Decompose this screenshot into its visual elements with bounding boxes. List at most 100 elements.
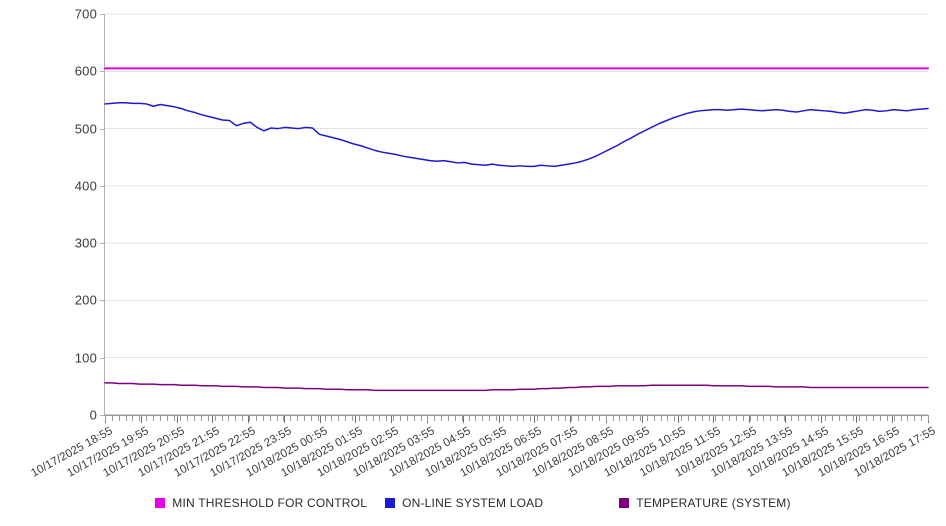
x-minor-tick [303,416,305,421]
x-minor-tick [585,416,587,421]
x-major-tick [355,416,357,423]
x-minor-tick [605,416,607,421]
x-minor-tick [283,416,285,421]
x-tick-label: 10/18/2025 01:55 [279,425,366,480]
x-minor-tick [434,416,436,421]
x-minor-tick [447,416,449,421]
x-minor-tick [845,416,847,421]
series-lines [104,67,929,392]
x-tick-label: 10/18/2025 00:55 [243,425,330,480]
x-major-tick [319,416,321,423]
x-minor-tick [146,416,148,421]
x-minor-tick [633,416,635,421]
legend-item-min-threshold[interactable]: MIN THRESHOLD FOR CONTROL [155,496,367,510]
x-minor-tick [646,416,648,421]
x-major-tick [176,416,178,423]
x-tick-label: 10/18/2025 13:55 [709,425,795,480]
x-major-tick [677,416,679,423]
x-major-tick [391,416,393,423]
x-minor-tick [495,416,497,421]
x-minor-tick [811,416,813,421]
y-tick-label: 500 [74,121,97,137]
x-minor-tick [859,416,861,421]
x-minor-tick [804,416,806,421]
x-minor-tick [825,416,827,421]
x-minor-tick [201,416,202,421]
x-minor-tick [297,416,298,421]
y-tick-mark [100,358,105,359]
x-minor-tick [269,416,271,421]
x-minor-tick [928,416,929,421]
x-minor-tick [468,416,470,421]
x-minor-tick [921,416,923,421]
x-major-tick [212,416,214,423]
y-tick-mark [100,71,105,72]
x-minor-tick [214,416,216,421]
x-minor-tick [153,416,154,421]
chart-legend: MIN THRESHOLD FOR CONTROL ON-LINE SYSTEM… [0,496,946,510]
x-minor-tick [591,416,593,421]
x-minor-tick [324,416,326,421]
x-minor-tick [502,416,504,421]
y-tick-mark [100,300,105,301]
x-tick-label: 10/17/2025 21:55 [136,425,223,480]
x-minor-tick [557,416,559,421]
x-minor-tick [187,416,189,421]
y-tick-label: 400 [74,178,97,194]
x-minor-tick [722,416,724,421]
x-minor-tick [640,416,641,421]
x-minor-tick [331,416,333,421]
legend-item-temperature[interactable]: TEMPERATURE (SYSTEM) [619,496,791,510]
x-minor-tick [797,416,799,421]
x-minor-tick [139,416,141,421]
x-minor-tick [729,416,731,421]
legend-label: MIN THRESHOLD FOR CONTROL [172,496,368,510]
y-tick-mark [100,14,105,15]
x-tick-label: 10/18/2025 16:55 [816,425,903,480]
x-major-tick [570,416,572,423]
x-tick-label: 10/18/2025 06:55 [458,425,545,480]
x-minor-tick [852,416,854,421]
x-minor-tick [866,416,868,421]
x-major-tick [749,416,751,423]
x-minor-tick [880,416,881,421]
x-major-tick [892,416,894,423]
x-minor-tick [736,416,737,421]
legend-item-system-load[interactable]: ON-LINE SYSTEM LOAD [385,496,543,510]
x-minor-tick [708,416,710,421]
x-minor-tick [276,416,278,421]
x-minor-tick [749,416,751,421]
x-minor-tick [770,416,772,421]
x-axis-line [104,415,929,416]
x-minor-tick [125,416,127,421]
x-minor-tick [317,416,319,421]
x-tick-label: 10/17/2025 22:55 [172,425,258,480]
x-tick-label: 10/18/2025 14:55 [744,425,831,480]
x-minor-tick [173,416,175,421]
x-minor-tick [393,416,394,421]
x-tick-label: 10/18/2025 11:55 [638,425,724,480]
x-minor-tick [489,416,491,421]
x-minor-tick [290,416,292,421]
x-minor-tick [372,416,374,421]
y-tick-mark [100,129,105,130]
x-minor-tick [688,416,689,421]
x-minor-tick [310,416,312,421]
x-minor-tick [598,416,600,421]
legend-swatch-icon [155,498,166,508]
x-minor-tick [543,416,545,421]
y-tick-label: 200 [74,292,97,308]
x-minor-tick [180,416,182,421]
x-minor-tick [207,416,209,421]
x-minor-tick [660,416,662,421]
x-major-tick [248,416,250,423]
gridlines [105,13,928,416]
x-minor-tick [626,416,628,421]
x-tick-label: 10/18/2025 12:55 [673,425,759,480]
x-minor-tick [715,416,717,421]
x-minor-tick [701,416,703,421]
y-tick-mark [100,243,105,244]
x-tick-label: 10/18/2025 09:55 [566,425,652,480]
x-minor-tick [111,416,113,421]
